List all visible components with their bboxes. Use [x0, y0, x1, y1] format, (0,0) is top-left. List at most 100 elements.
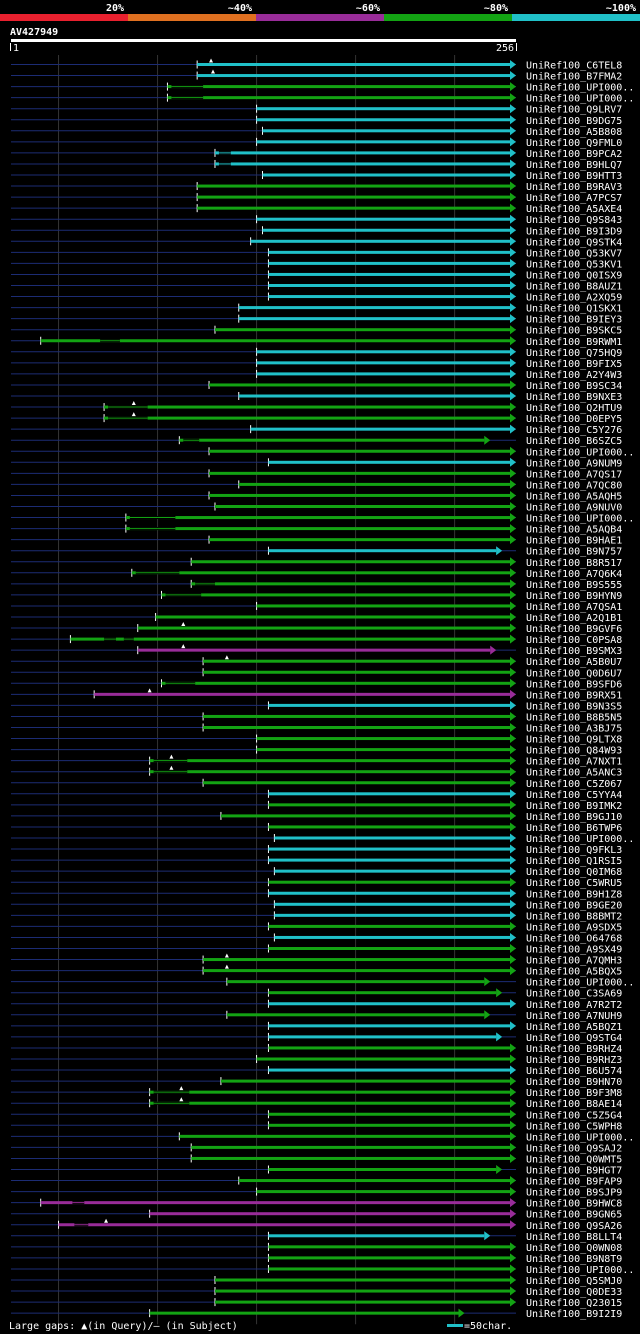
hit-arrow — [510, 1297, 516, 1307]
hit-label: UniRef100_B9GVF6 — [526, 624, 622, 635]
hit-bar — [214, 505, 510, 508]
hit-bar — [226, 1013, 485, 1017]
hit-label: UniRef100_A7QMH3 — [526, 956, 622, 967]
hit-row: UniRef100_Q5SMJ0 — [11, 1275, 622, 1287]
hit-arrow — [510, 910, 516, 920]
hit-label: UniRef100_B9NXE3 — [526, 392, 622, 403]
hit-row: UniRef100_A5BQZ1 — [11, 1021, 622, 1033]
hit-arrow — [510, 391, 516, 401]
hit-row: UniRef100_B8R517 — [11, 557, 622, 569]
hit-label: UniRef100_A3BJ75 — [526, 724, 622, 735]
hit-arrow — [510, 1109, 516, 1119]
hit-label: UniRef100_B9IMK2 — [526, 801, 622, 812]
hit-row: UniRef100_B9IMK2 — [11, 800, 622, 812]
hit-bar — [104, 405, 510, 409]
hit-label: UniRef100_B9HTT3 — [526, 171, 622, 182]
hit-label: UniRef100_Q75HQ9 — [526, 348, 622, 359]
query-gap-marker — [224, 953, 229, 958]
hit-row: UniRef100_B9FIX5 — [11, 358, 622, 370]
hit-row: UniRef100_B9GE20 — [11, 899, 622, 911]
hit-arrow — [510, 192, 516, 202]
hit-label: UniRef100_Q9SA26 — [526, 1221, 622, 1232]
hit-bar — [179, 1134, 511, 1138]
hit-row: UniRef100_Q9FML0 — [11, 137, 622, 149]
hit-label: UniRef100_B8LLT4 — [526, 1232, 622, 1243]
hit-arrow — [510, 303, 516, 313]
hit-bar — [155, 615, 510, 619]
hit-label: UniRef100_B6TWP6 — [526, 823, 622, 834]
query-gap-marker — [224, 655, 229, 660]
hit-row: UniRef100_B9GN65 — [11, 1209, 622, 1221]
hit-bar — [250, 239, 511, 243]
hit-label: UniRef100_B8R517 — [526, 558, 622, 569]
hit-row: UniRef100_B8AE14 — [11, 1097, 622, 1110]
hit-bar — [104, 416, 510, 420]
hit-arrow — [510, 247, 516, 257]
hit-arrow — [458, 1308, 465, 1318]
hit-row: UniRef100_Q9LTX8 — [11, 734, 622, 746]
hit-arrow — [510, 269, 516, 279]
hit-label: UniRef100_A2XQ59 — [526, 293, 622, 304]
hit-row: UniRef100_B9FAP9 — [11, 1176, 622, 1188]
hit-label: UniRef100_Q9S843 — [526, 215, 622, 226]
hit-row: UniRef100_B9HGT7 — [11, 1165, 622, 1177]
hit-arrow — [496, 1165, 503, 1174]
query-gap-marker — [181, 622, 186, 627]
hit-label: UniRef100_UPI000.. — [526, 834, 634, 845]
hit-arrow — [510, 413, 516, 423]
hit-arrow — [510, 258, 516, 268]
hit-label: UniRef100_A2Y4W3 — [526, 370, 622, 381]
hit-arrow — [510, 502, 516, 511]
hit-row: UniRef100_B9I2I9 — [11, 1308, 622, 1320]
hit-arrow — [510, 1209, 516, 1219]
hit-row: UniRef100_B9NXE3 — [11, 391, 622, 403]
hit-label: UniRef100_B9RHZ4 — [526, 1044, 622, 1055]
hit-row: UniRef100_B9HWC8 — [11, 1198, 622, 1210]
hit-label: UniRef100_B9RAV3 — [526, 182, 622, 193]
hit-row: UniRef100_B9SMX3 — [11, 644, 622, 657]
hit-arrow — [510, 955, 516, 965]
hit-arrow — [510, 844, 516, 854]
hit-row: UniRef100_Q53KV1 — [11, 258, 622, 270]
hit-label: UniRef100_B8AUZ1 — [526, 282, 622, 293]
hit-bar — [274, 836, 510, 840]
hit-arrow — [510, 490, 516, 500]
hit-bar — [256, 604, 510, 608]
hit-row: UniRef100_Q0IM68 — [11, 866, 622, 878]
query-gap-marker — [131, 401, 136, 406]
hit-arrow — [510, 60, 516, 69]
hit-label: UniRef100_Q9LTX8 — [526, 735, 622, 746]
hit-row: UniRef100_B8BMT2 — [11, 910, 622, 922]
hit-label: UniRef100_B9N3S5 — [526, 701, 622, 712]
hit-bar — [209, 383, 510, 387]
hit-label: UniRef100_C5YYA4 — [526, 790, 622, 801]
hit-bar — [256, 748, 510, 752]
query-gap-marker — [224, 964, 229, 969]
hit-arrow — [510, 1076, 516, 1086]
hit-label: UniRef100_B8BMT2 — [526, 911, 622, 922]
hit-bar — [268, 1024, 510, 1028]
hit-arrow — [510, 734, 516, 744]
hit-label: UniRef100_A5B808 — [526, 127, 622, 138]
hit-arrow — [510, 1264, 516, 1274]
hit-label: UniRef100_A7QC80 — [526, 480, 622, 491]
hit-bar — [268, 991, 497, 995]
hit-row: UniRef100_Q9SA26 — [11, 1218, 622, 1232]
hit-arrow — [510, 281, 516, 290]
hit-row: UniRef100_B9N3S5 — [11, 700, 622, 712]
hit-bar — [256, 350, 510, 354]
hit-arrow — [510, 1065, 516, 1075]
hit-label: UniRef100_A7R2T2 — [526, 1000, 622, 1011]
hit-label: UniRef100_Q53KV1 — [526, 259, 622, 270]
hit-bar — [179, 438, 485, 442]
hit-label: UniRef100_B8B5N5 — [526, 712, 622, 723]
hit-row: UniRef100_Q9FKL3 — [11, 844, 622, 856]
hit-label: UniRef100_B9I2I9 — [526, 1309, 622, 1320]
hit-label: UniRef100_B9SMX3 — [526, 646, 622, 657]
hit-row: UniRef100_B9HYN9 — [11, 590, 622, 602]
hit-bar — [268, 1068, 510, 1072]
hit-row: UniRef100_Q9S843 — [11, 214, 622, 226]
hit-bar — [220, 1079, 510, 1083]
hit-row: UniRef100_B9RAV3 — [11, 181, 622, 193]
hit-arrow — [510, 568, 516, 578]
